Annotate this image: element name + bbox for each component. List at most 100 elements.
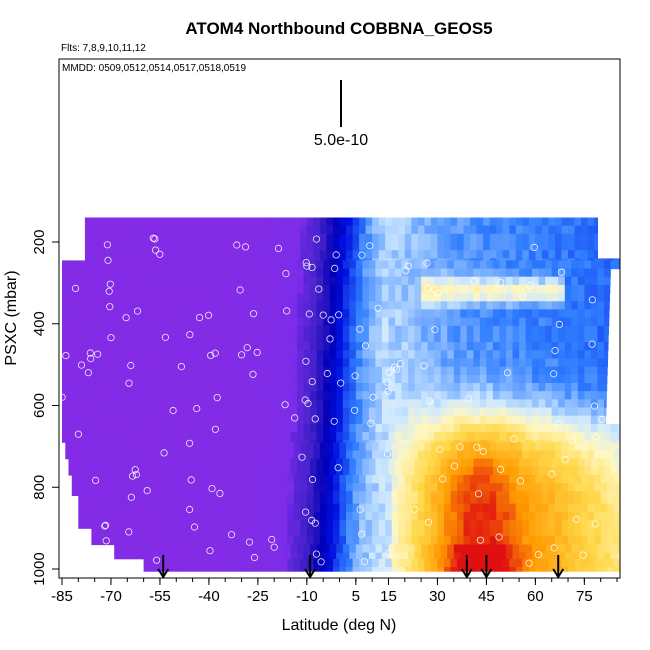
field-cell <box>486 358 494 368</box>
data-point <box>107 334 115 342</box>
field-cell <box>75 334 83 343</box>
field-cell <box>336 544 344 554</box>
field-cell <box>398 567 406 572</box>
field-cell <box>173 383 181 392</box>
field-cell <box>574 250 582 259</box>
field-cell <box>558 284 566 294</box>
field-cell <box>492 391 500 400</box>
field-cell <box>117 475 125 484</box>
field-cell <box>528 503 536 513</box>
field-cell <box>159 325 167 335</box>
field-cell <box>368 366 376 376</box>
field-cell <box>137 483 145 492</box>
field-cell <box>391 475 399 484</box>
field-cell <box>470 491 478 496</box>
field-cell <box>525 293 533 302</box>
field-cell <box>241 258 249 261</box>
data-point <box>326 335 334 343</box>
field-cell <box>515 233 523 243</box>
field-cell <box>300 233 308 243</box>
field-cell <box>163 528 171 537</box>
field-cell <box>261 225 269 235</box>
field-cell <box>538 383 546 392</box>
field-cell <box>362 383 370 392</box>
field-cell <box>284 374 292 384</box>
field-cell <box>186 383 194 392</box>
field-cell <box>362 268 370 278</box>
field-cell <box>297 260 305 270</box>
field-cell <box>274 225 282 235</box>
field-cell <box>502 250 510 259</box>
field-cell <box>218 358 226 368</box>
field-cell <box>603 399 607 409</box>
field-cell <box>352 528 360 537</box>
field-cell <box>359 491 367 496</box>
field-cell <box>538 391 546 400</box>
data-point <box>436 445 444 453</box>
field-cell <box>182 217 190 227</box>
field-cell <box>166 317 174 327</box>
field-cell <box>541 242 549 251</box>
field-cell <box>617 466 620 476</box>
field-cell <box>137 475 145 484</box>
field-cell <box>362 276 370 286</box>
field-cell <box>541 450 549 460</box>
field-cell <box>97 475 105 484</box>
field-cell <box>499 544 507 554</box>
field-cell <box>535 520 543 529</box>
field-cell <box>257 276 265 286</box>
field-cell <box>137 536 145 546</box>
field-cell <box>551 317 559 327</box>
field-cell <box>280 475 288 484</box>
field-cell <box>303 552 311 560</box>
field-cell <box>587 503 595 513</box>
field-cell <box>176 233 184 243</box>
field-cell <box>561 250 569 259</box>
field-cell <box>603 407 607 417</box>
field-cell <box>261 258 269 261</box>
field-cell <box>316 544 324 554</box>
field-cell <box>241 511 249 521</box>
field-cell <box>411 558 419 568</box>
field-cell <box>215 225 223 235</box>
field-cell <box>205 342 213 351</box>
field-cell <box>306 225 314 235</box>
field-cell <box>75 260 83 270</box>
field-cell <box>577 552 585 560</box>
field-cell <box>277 415 285 425</box>
data-point <box>193 404 201 413</box>
field-cell <box>411 495 419 505</box>
field-cell <box>244 440 252 443</box>
field-cell <box>300 442 308 452</box>
field-cell <box>238 374 246 384</box>
field-cell <box>522 536 530 546</box>
data-point <box>317 558 325 566</box>
field-cell <box>94 415 102 425</box>
field-cell <box>228 475 236 484</box>
field-cell <box>182 491 190 496</box>
field-cell <box>182 511 190 521</box>
field-cell <box>146 383 154 392</box>
field-cell <box>284 458 292 468</box>
field-cell <box>199 350 207 360</box>
field-cell <box>218 374 226 384</box>
field-cell <box>525 544 533 554</box>
field-cell <box>453 293 461 302</box>
field-cell <box>506 415 514 425</box>
field-cell <box>182 250 190 259</box>
field-cell <box>385 442 393 452</box>
field-cell <box>541 225 549 235</box>
field-cell <box>600 520 608 529</box>
field-cell <box>362 309 370 319</box>
field-cell <box>548 558 556 568</box>
field-cell <box>133 399 141 409</box>
field-cell <box>153 293 161 302</box>
field-cell <box>483 475 491 484</box>
field-cell <box>414 268 422 278</box>
field-cell <box>192 374 200 384</box>
field-cell <box>564 358 572 368</box>
data-point <box>334 464 342 472</box>
field-cell <box>212 301 220 311</box>
field-cell <box>388 374 396 384</box>
